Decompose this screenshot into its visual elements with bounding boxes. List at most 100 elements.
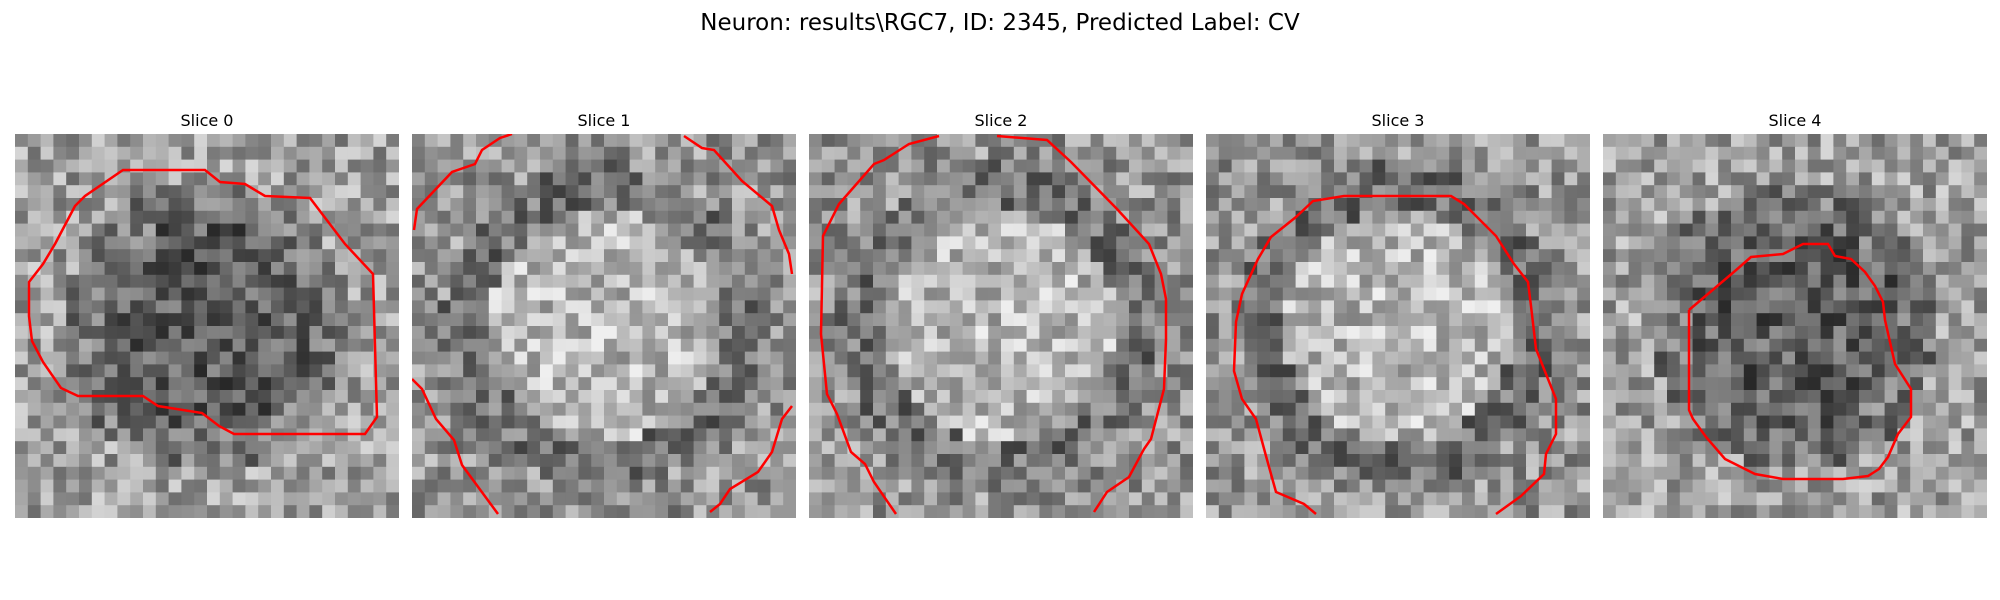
image-pixel [1321,415,1335,429]
image-pixel [706,364,720,378]
image-pixel [1910,479,1924,493]
image-pixel [373,402,387,417]
image-pixel [629,351,643,365]
image-pixel [117,249,131,263]
image-pixel [373,300,387,314]
image-pixel [1961,134,1975,148]
image-pixel [1513,236,1527,250]
image-pixel [1167,159,1181,173]
image-pixel [258,146,272,161]
image-pixel [1116,441,1130,455]
image-pixel [1077,505,1092,518]
image-pixel [1436,134,1450,148]
image-pixel [616,172,631,186]
image-pixel [924,159,938,173]
image-pixel [1474,262,1489,276]
image-pixel [1692,236,1706,250]
image-pixel [962,146,976,161]
image-pixel [1833,441,1847,455]
image-pixel [1846,454,1860,468]
image-pixel [1795,338,1809,353]
image-pixel [1410,466,1425,481]
image-pixel [988,505,1002,518]
image-pixel [271,377,285,391]
image-pixel [757,415,771,429]
image-pixel [1308,390,1322,404]
image-pixel [898,223,912,237]
image-pixel [1526,185,1540,199]
image-pixel [168,210,182,225]
image-pixel [1603,146,1617,161]
image-pixel [1756,492,1770,506]
image-pixel [1231,236,1245,250]
image-pixel [66,146,80,161]
image-pixel [1641,134,1655,148]
image-pixel [1820,492,1834,506]
image-pixel [1449,338,1463,353]
image-pixel [578,262,592,276]
image-pixel [412,390,426,404]
image-pixel [1807,505,1822,518]
image-pixel [424,454,439,468]
image-pixel [322,300,336,314]
image-pixel [1270,287,1284,301]
image-pixel [1974,262,1987,276]
image-pixel [962,274,976,289]
image-pixel [1154,441,1168,455]
image-pixel [591,428,605,442]
image-pixel [578,249,592,263]
image-pixel [975,326,989,340]
image-pixel [770,454,784,468]
image-pixel [1206,364,1220,378]
image-pixel [1513,351,1527,365]
image-pixel [130,146,144,161]
image-pixel [1436,454,1450,468]
image-pixel [1423,210,1437,225]
image-pixel [962,262,976,276]
image-pixel [463,351,477,365]
image-pixel [1270,492,1284,506]
image-pixel [975,223,989,237]
image-pixel [66,377,80,391]
image-pixel [1884,146,1898,161]
image-pixel [540,274,554,289]
image-pixel [1961,466,1975,481]
image-pixel [1090,198,1104,212]
image-pixel [1372,466,1386,481]
image-pixel [1372,415,1386,429]
image-pixel [949,492,964,506]
image-pixel [1923,390,1937,404]
image-pixel [911,466,925,481]
image-pixel [386,479,399,493]
image-pixel [1244,210,1258,225]
image-pixel [962,428,976,442]
image-pixel [1500,402,1514,417]
image-pixel [1756,364,1770,378]
image-pixel [1346,479,1361,493]
image-pixel [181,262,195,276]
image-pixel [1116,454,1130,468]
image-pixel [1923,441,1937,455]
image-pixel [693,390,707,404]
image-pixel [783,492,796,506]
image-pixel [514,364,528,378]
image-pixel [552,466,567,481]
image-pixel [540,441,554,455]
image-pixel [911,326,925,340]
image-pixel [1141,364,1156,378]
image-pixel [1449,441,1463,455]
image-pixel [40,377,54,391]
image-pixel [680,492,695,506]
image-pixel [1551,185,1565,199]
image-pixel [847,492,861,506]
image-pixel [1974,287,1987,301]
image-pixel [258,313,272,327]
image-pixel [1385,492,1399,506]
image-pixel [322,159,336,173]
image-pixel [565,377,579,391]
image-pixel [1423,415,1437,429]
image-pixel [117,146,131,161]
image-pixel [1897,274,1911,289]
image-pixel [1948,351,1962,365]
image-pixel [1577,492,1590,506]
